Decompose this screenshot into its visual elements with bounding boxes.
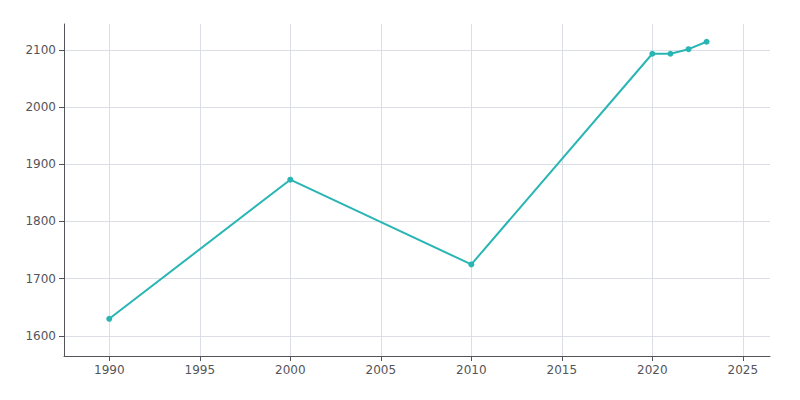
svg-text:2000: 2000 [25,100,56,114]
svg-text:1995: 1995 [184,363,215,377]
svg-text:2000: 2000 [275,363,306,377]
svg-text:1800: 1800 [25,214,56,228]
svg-text:2020: 2020 [637,363,668,377]
svg-text:1700: 1700 [25,272,56,286]
svg-text:2010: 2010 [456,363,487,377]
svg-text:2015: 2015 [547,363,578,377]
svg-text:2005: 2005 [366,363,397,377]
svg-text:1900: 1900 [25,157,56,171]
svg-text:2025: 2025 [728,363,759,377]
svg-text:1600: 1600 [25,329,56,343]
svg-text:2100: 2100 [25,43,56,57]
svg-text:1990: 1990 [94,363,125,377]
